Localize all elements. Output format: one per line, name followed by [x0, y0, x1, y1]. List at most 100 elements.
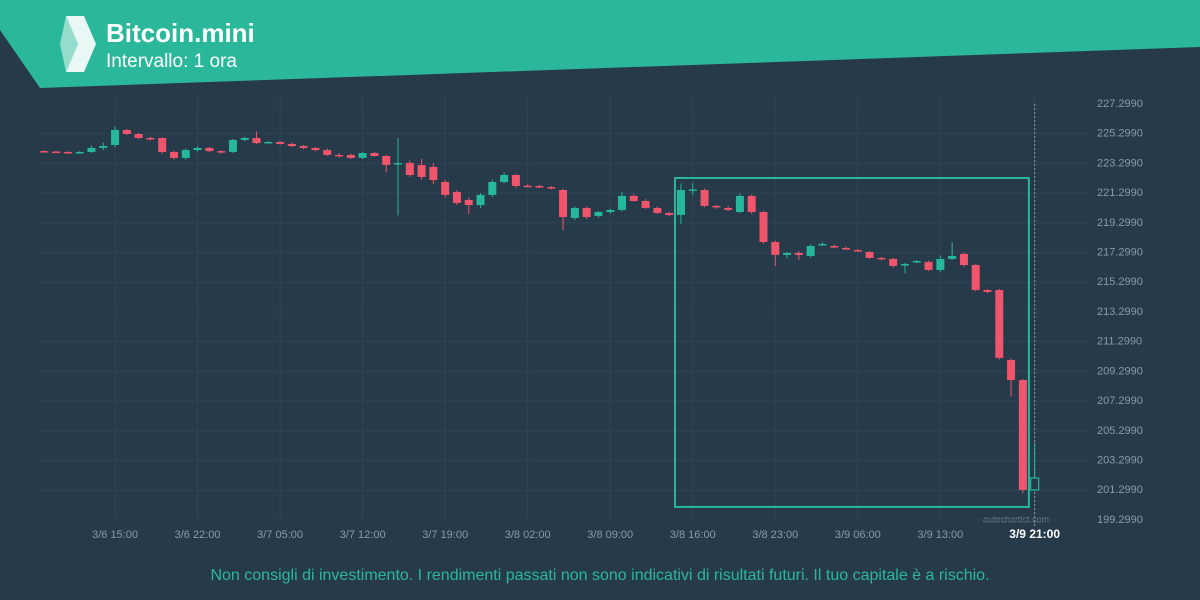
y-tick-label: 207.2990 — [1097, 395, 1143, 407]
candle-body — [653, 207, 662, 214]
candle-body — [40, 151, 49, 153]
candle-body — [429, 166, 438, 181]
candle-body — [264, 142, 273, 144]
candle-body — [240, 138, 249, 140]
disclaimer: Non consigli di investimento. I rendimen… — [210, 567, 989, 584]
candle-body — [417, 165, 426, 177]
candle-body — [476, 194, 485, 206]
x-tick-label: 3/7 05:00 — [257, 529, 303, 541]
y-tick-label: 209.2990 — [1097, 365, 1143, 377]
y-tick-label: 199.2990 — [1097, 514, 1143, 526]
candle-body — [582, 207, 591, 218]
candle-body — [122, 129, 131, 134]
candle-body — [535, 185, 544, 188]
candle-body — [228, 139, 237, 152]
candle-body — [299, 146, 308, 148]
candle-body — [559, 190, 568, 218]
candle-body — [900, 263, 909, 266]
y-tick-label: 215.2990 — [1097, 276, 1143, 288]
candle-body — [665, 213, 674, 215]
x-tick-label: 3/6 15:00 — [92, 529, 138, 541]
candle-body — [783, 253, 792, 255]
candle-body — [747, 195, 756, 212]
candle-body — [641, 201, 650, 208]
y-tick-label: 211.2990 — [1097, 336, 1142, 348]
y-tick-label: 217.2990 — [1097, 246, 1143, 258]
y-tick-label: 201.2990 — [1097, 484, 1143, 496]
candle-body — [865, 251, 874, 258]
subtitle: Intervallo: 1 ora — [106, 51, 237, 72]
candle-body — [959, 253, 968, 266]
candle-body — [382, 155, 391, 165]
x-tick-label: 3/8 16:00 — [670, 529, 716, 541]
candle-body — [995, 289, 1004, 358]
x-tick-label: 3/8 09:00 — [587, 529, 633, 541]
candle-body — [570, 207, 579, 218]
candle-body — [912, 261, 921, 263]
candle-body — [323, 150, 332, 155]
candle-body — [771, 242, 780, 255]
candle-body — [276, 142, 285, 144]
candle-body — [1030, 477, 1040, 491]
candle-body — [629, 195, 638, 202]
candle-body — [346, 154, 355, 158]
candle-body — [889, 258, 898, 266]
candle-body — [370, 153, 379, 156]
watermark: autochartist.com — [983, 514, 1049, 524]
candle-body — [971, 265, 980, 290]
candle-body — [877, 257, 886, 260]
y-tick-label: 227.2990 — [1097, 98, 1143, 110]
candle-body — [936, 258, 945, 270]
candle-body — [217, 151, 226, 153]
candle-body — [405, 162, 414, 176]
candle-body — [146, 138, 155, 140]
candle-body — [830, 246, 839, 248]
candle-body — [205, 147, 214, 152]
x-tick-label: 3/7 12:00 — [340, 529, 386, 541]
y-tick-label: 223.2990 — [1097, 157, 1143, 169]
y-tick-label: 213.2990 — [1097, 306, 1143, 318]
x-tick-label: 3/8 23:00 — [752, 529, 798, 541]
candle-body — [806, 246, 815, 256]
x-tick-label: 3/8 02:00 — [505, 529, 551, 541]
candle-body — [606, 209, 615, 212]
candle-body — [618, 195, 627, 210]
x-tick-label: 3/9 06:00 — [835, 529, 881, 541]
candle-body — [99, 146, 108, 148]
candle-body — [924, 261, 933, 270]
candle-body — [464, 199, 473, 206]
candle-body — [724, 207, 733, 210]
x-tick-label: 3/9 13:00 — [917, 529, 963, 541]
candle-body — [712, 205, 721, 208]
candle-body — [169, 151, 178, 158]
candle-body — [287, 143, 296, 147]
y-tick-label: 219.2990 — [1097, 217, 1143, 229]
candle-body — [594, 211, 603, 217]
candle-body — [63, 151, 72, 154]
candle-body — [511, 175, 520, 186]
candle-body — [394, 162, 402, 165]
candle-body — [193, 147, 202, 151]
y-tick-label: 221.2990 — [1097, 187, 1143, 199]
candle-body — [335, 154, 344, 157]
candle-body — [1007, 359, 1016, 381]
candle-body — [311, 147, 320, 151]
candle-body — [759, 211, 768, 243]
x-tick-label: 3/7 19:00 — [422, 529, 468, 541]
candle-body — [1018, 380, 1027, 490]
candle-body — [688, 189, 697, 191]
x-tick-label: 3/6 22:00 — [175, 529, 221, 541]
candle-body — [134, 133, 143, 139]
x-tick-label: 3/9 21:00 — [1009, 527, 1060, 541]
y-tick-label: 205.2990 — [1097, 425, 1143, 437]
candle-body — [358, 153, 367, 158]
y-tick-label: 225.2990 — [1097, 128, 1143, 140]
candle-body — [75, 151, 84, 154]
pattern-box — [673, 176, 1030, 508]
candle-body — [111, 129, 120, 145]
candle-body — [794, 253, 803, 255]
candle-body — [983, 289, 992, 292]
candle-body — [158, 138, 167, 152]
